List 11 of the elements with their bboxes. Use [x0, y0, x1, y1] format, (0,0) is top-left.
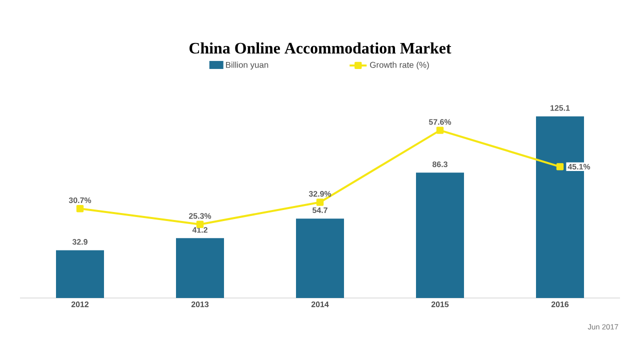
bar	[416, 172, 464, 298]
point	[436, 126, 444, 134]
bar	[296, 218, 344, 298]
point	[76, 205, 84, 212]
legend-label: Growth rate (%)	[370, 62, 429, 70]
legend-label: Billion yuan	[226, 62, 268, 70]
bar	[56, 250, 104, 298]
bar	[176, 238, 224, 298]
point	[556, 163, 564, 170]
chart-title: China Online Accommodation Market	[190, 42, 452, 54]
point	[316, 198, 324, 206]
